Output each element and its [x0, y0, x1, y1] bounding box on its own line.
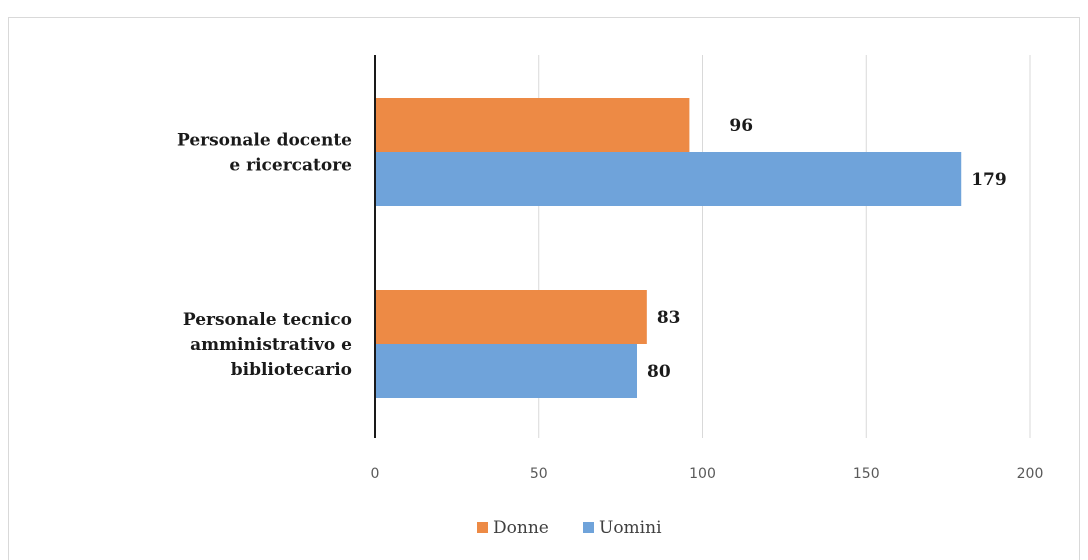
x-tick-label: 50 — [530, 466, 548, 482]
data-label: 83 — [657, 308, 681, 328]
category-label: Personale docente — [177, 131, 352, 151]
x-tick-labels: 0 50 100 150 200 — [371, 466, 1044, 482]
bar-donne — [375, 290, 647, 344]
data-label: 96 — [729, 116, 753, 136]
category-label: bibliotecario — [231, 360, 352, 380]
category-label: Personale tecnico — [183, 310, 352, 330]
bar-uomini — [375, 344, 637, 398]
x-tick-label: 200 — [1017, 466, 1044, 482]
category-label: amministrativo e — [190, 335, 352, 355]
bars — [375, 98, 962, 398]
data-label: 80 — [647, 362, 671, 382]
category-labels: Personale docente e ricercatore Personale … — [177, 131, 352, 381]
x-tick-label: 100 — [689, 466, 716, 482]
x-tick-label: 150 — [853, 466, 880, 482]
bar-donne — [375, 98, 690, 152]
data-label: 179 — [971, 170, 1007, 190]
legend-label-uomini: Uomini — [599, 518, 662, 538]
category-label: e ricercatore — [229, 156, 352, 176]
bar-uomini — [375, 152, 962, 206]
x-tick-label: 0 — [371, 466, 380, 482]
data-labels: 96 179 83 80 — [647, 116, 1007, 382]
legend-label-donne: Donne — [493, 518, 549, 538]
legend-swatch-donne — [477, 522, 488, 533]
legend-swatch-uomini — [583, 522, 594, 533]
legend: Donne Uomini — [477, 518, 662, 538]
